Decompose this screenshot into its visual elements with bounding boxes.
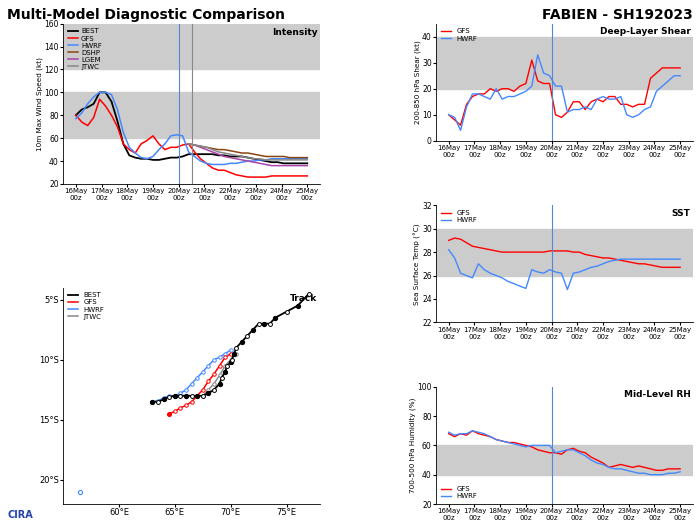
- Legend: GFS, HWRF: GFS, HWRF: [440, 209, 479, 225]
- Text: SST: SST: [671, 209, 690, 218]
- Legend: GFS, HWRF: GFS, HWRF: [440, 485, 479, 500]
- Text: Mid-Level RH: Mid-Level RH: [624, 391, 690, 400]
- Bar: [63, 92, 320, 138]
- Y-axis label: 200-850 hPa Shear (kt): 200-850 hPa Shear (kt): [414, 40, 421, 124]
- Legend: BEST, GFS, HWRF, DSHP, LGEM, JTWC: BEST, GFS, HWRF, DSHP, LGEM, JTWC: [66, 27, 104, 71]
- Y-axis label: Sea Surface Temp (°C): Sea Surface Temp (°C): [413, 223, 421, 304]
- Text: Track: Track: [290, 294, 318, 303]
- Text: Multi-Model Diagnostic Comparison: Multi-Model Diagnostic Comparison: [7, 8, 285, 22]
- Bar: [436, 445, 693, 475]
- Y-axis label: 10m Max Wind Speed (kt): 10m Max Wind Speed (kt): [36, 57, 43, 151]
- Text: Deep-Layer Shear: Deep-Layer Shear: [600, 27, 690, 36]
- Legend: GFS, HWRF: GFS, HWRF: [440, 27, 479, 43]
- Text: CIRA: CIRA: [7, 510, 33, 520]
- Bar: [63, 24, 320, 69]
- Bar: [436, 37, 693, 89]
- Y-axis label: 700-500 hPa Humidity (%): 700-500 hPa Humidity (%): [410, 398, 416, 493]
- Text: FABIEN - SH192023: FABIEN - SH192023: [542, 8, 693, 22]
- Legend: BEST, GFS, HWRF, JTWC: BEST, GFS, HWRF, JTWC: [66, 291, 106, 321]
- Bar: [436, 229, 693, 276]
- Text: Intensity: Intensity: [272, 28, 318, 37]
